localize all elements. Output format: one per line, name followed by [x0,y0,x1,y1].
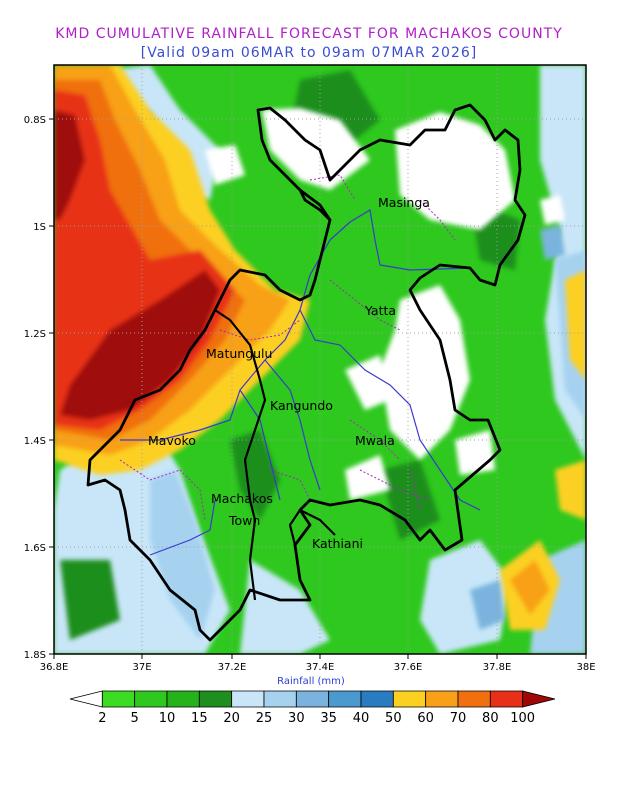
colorbar-level-label: 80 [482,711,499,726]
colorbar-title: Rainfall (mm) [277,676,345,687]
colorbar-swatch [198,690,233,708]
colorbar-swatch [295,690,330,708]
longitude-tick-labels: 36.8E 37E 37.2E 37.4E 37.6E 37.8E 38E [40,662,596,673]
colorbar-swatch [457,690,491,708]
colorbar-swatch [522,690,556,708]
colorbar-level-label: 50 [385,711,402,726]
colorbar-level-label: 30 [288,711,305,726]
lon-tick-label: 37.6E [394,662,423,673]
lat-tick-label: 1.8S [24,650,46,661]
place-label-machakos: Machakos [211,491,273,506]
colorbar-swatch [425,690,459,708]
lon-tick-label: 37.4E [306,662,335,673]
colorbar-level-label: 60 [417,711,434,726]
colorbar-swatch [360,690,394,708]
colorbar-level-label: 15 [191,711,208,726]
colorbar-swatch [134,690,168,708]
colorbar-swatch [69,690,103,708]
latitude-tick-labels: 0.8S 1S 1.2S 1.4S 1.6S 1.8S [24,115,46,661]
lat-tick-label: 1S [33,222,46,233]
lon-tick-label: 36.8E [40,662,69,673]
place-label-yatta: Yatta [364,303,396,318]
colorbar-swatch [263,690,297,708]
lat-tick-label: 1.6S [24,543,46,554]
colorbar-swatch [101,690,136,708]
lon-tick-label: 37.2E [218,662,247,673]
place-label-mavoko: Mavoko [148,433,196,448]
place-label-town: Town [228,513,260,528]
lat-tick-label: 1.4S [24,436,46,447]
colorbar-level-label: 20 [223,711,240,726]
map-subtitle: [Valid 09am 06MAR to 09am 07MAR 2026] [140,45,478,61]
place-label-matungulu: Matungulu [206,346,272,361]
axis-tick-marks [49,118,587,659]
colorbar-level-label: 2 [98,711,106,726]
colorbar-level-label: 100 [510,711,535,726]
place-label-masinga: Masinga [378,195,430,210]
colorbar-swatch [392,690,427,708]
colorbar-level-label: 5 [131,711,139,726]
place-labels: Masinga Yatta Matungulu Kangundo Mavoko … [148,195,430,551]
place-label-kathiani: Kathiani [312,536,363,551]
colorbar: 2 5 10 15 20 25 30 35 40 50 60 70 80 100 [69,690,556,726]
lon-tick-label: 37E [132,662,151,673]
colorbar-level-label: 70 [450,711,467,726]
rainfall-field [54,65,586,654]
place-label-mwala: Mwala [355,433,395,448]
place-label-kangundo: Kangundo [270,398,333,413]
colorbar-level-label: 10 [159,711,176,726]
colorbar-level-label: 35 [320,711,337,726]
colorbar-swatch [166,690,200,708]
colorbar-level-label: 40 [353,711,370,726]
subcounty-boundaries [120,209,481,556]
lat-tick-label: 1.2S [24,329,46,340]
subcounty-black-lines [214,309,336,601]
colorbar-level-label: 25 [256,711,273,726]
lat-tick-label: 0.8S [24,115,46,126]
lon-tick-label: 38E [576,662,595,673]
lon-tick-label: 37.8E [483,662,512,673]
map-title: KMD CUMULATIVE RAINFALL FORECAST FOR MAC… [55,26,563,42]
colorbar-swatch [489,690,524,708]
county-boundary [86,103,527,642]
colorbar-swatch [231,690,265,708]
colorbar-swatch [328,690,362,708]
ward-boundaries [119,174,456,521]
